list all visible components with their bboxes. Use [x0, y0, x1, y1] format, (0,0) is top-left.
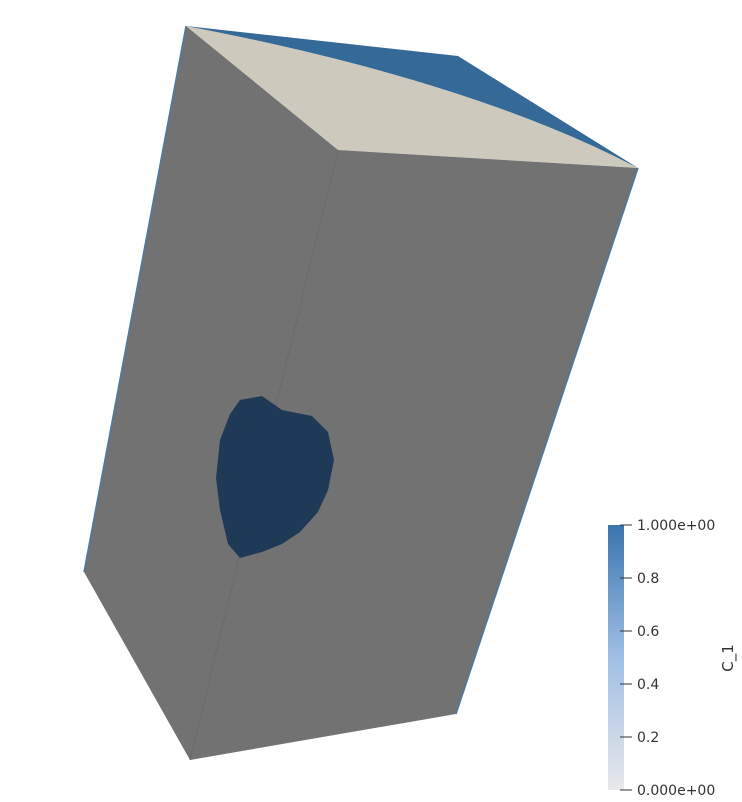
right-edge-highlight — [455, 167, 639, 715]
block-left-face — [84, 26, 338, 760]
inclusion-region — [216, 396, 334, 558]
left-edge-highlight — [83, 25, 187, 573]
block-right-face — [190, 150, 638, 760]
top-face-low-region — [186, 26, 638, 168]
